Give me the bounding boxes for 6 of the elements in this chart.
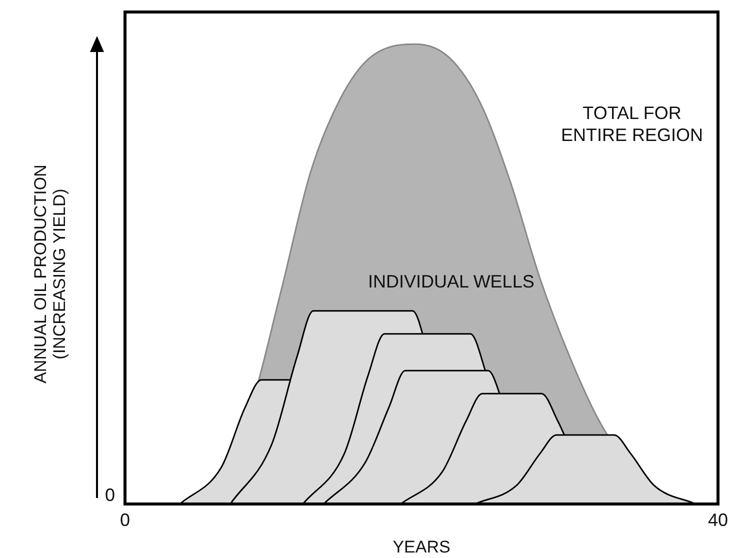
y-axis-title: ANNUAL OIL PRODUCTION (INCREASING YIELD)	[31, 164, 69, 386]
annotation: INDIVIDUAL WELLS	[368, 272, 534, 292]
text: 0	[104, 484, 115, 505]
x-tick-label: 40	[708, 510, 728, 530]
x-axis-title: YEARS	[392, 537, 450, 556]
annotation: TOTAL FOR ENTIRE REGION	[561, 103, 704, 146]
